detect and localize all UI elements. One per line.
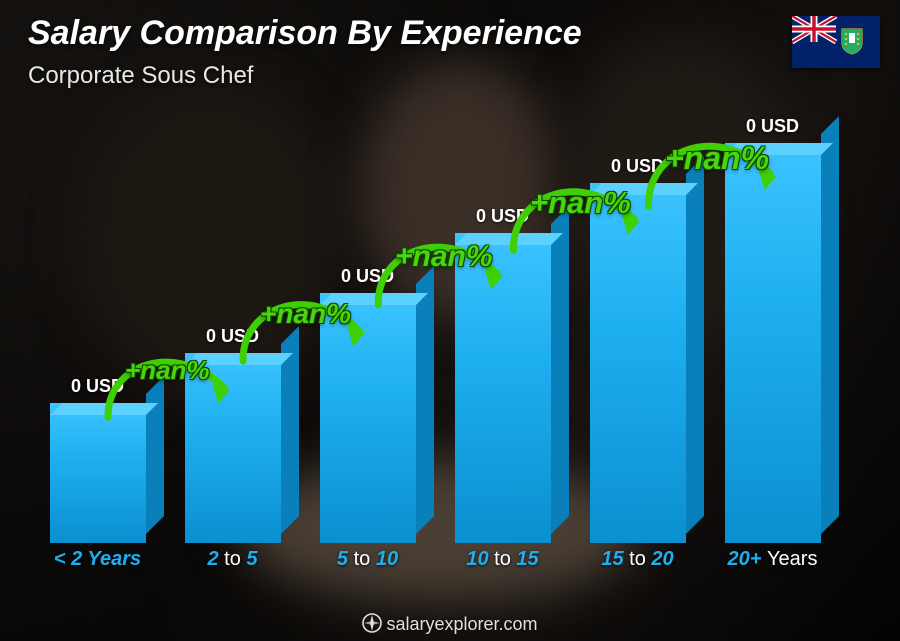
bar [725,143,821,543]
category-label: 20+ Years [705,548,840,571]
bar [455,233,551,543]
bar-top [455,233,563,245]
bar [185,353,281,543]
compass-icon [362,613,382,633]
bar-slot: 0 USD [435,206,570,543]
bar-top [50,403,158,415]
bar-value-label: 0 USD [476,206,529,227]
bar-value-label: 0 USD [71,376,124,397]
bar-top [185,353,293,365]
bar-value-label: 0 USD [746,116,799,137]
bar-side [686,156,704,534]
bars-container: 0 USD 0 USD 0 USD 0 USD 0 USD 0 USD [30,113,840,543]
bar-value-label: 0 USD [611,156,664,177]
bar-slot: 0 USD [570,156,705,543]
bar-top [590,183,698,195]
bar [50,403,146,543]
chart-title: Salary Comparison By Experience [28,14,582,53]
bar-side [146,376,164,534]
bar-side [416,266,434,534]
chart-subtitle: Corporate Sous Chef [28,62,253,90]
bar-front [185,353,281,543]
bar [590,183,686,543]
category-labels: < 2 Years2 to 55 to 1010 to 1515 to 2020… [30,548,840,571]
chart-stage: Salary Comparison By Experience Corporat… [0,0,900,641]
bar-front [725,143,821,543]
bar-slot: 0 USD [165,326,300,543]
chart-area: 0 USD 0 USD 0 USD 0 USD 0 USD 0 USD < 2 Years… [30,100,840,571]
category-label: 10 to 15 [435,548,570,571]
category-label: < 2 Years [30,548,165,571]
flag-bvi [792,16,880,68]
bar-slot: 0 USD [705,116,840,543]
category-label: 2 to 5 [165,548,300,571]
bar-top [725,143,833,155]
bar-front [320,293,416,543]
bar-slot: 0 USD [30,376,165,543]
bar-value-label: 0 USD [341,266,394,287]
bar-front [590,183,686,543]
bar [320,293,416,543]
footer-attribution: salaryexplorer.com [0,613,900,635]
bar-slot: 0 USD [300,266,435,543]
category-label: 5 to 10 [300,548,435,571]
bar-value-label: 0 USD [206,326,259,347]
bar-front [455,233,551,543]
category-label: 15 to 20 [570,548,705,571]
bar-side [821,116,839,534]
bar-top [320,293,428,305]
bar-front [50,403,146,543]
footer-text: salaryexplorer.com [386,614,537,634]
bar-side [551,206,569,534]
